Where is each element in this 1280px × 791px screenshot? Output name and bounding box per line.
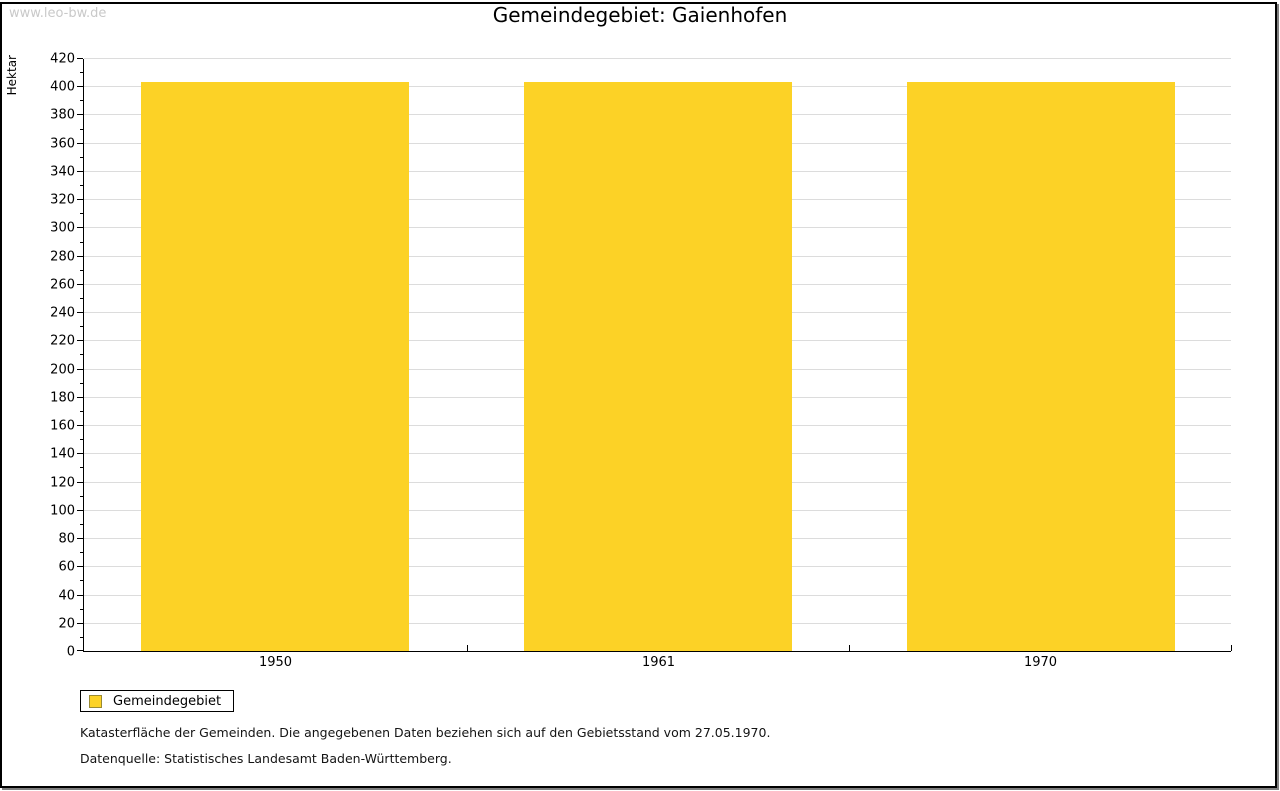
y-axis-major-tick	[77, 199, 83, 200]
y-axis-minor-tick	[80, 467, 83, 468]
y-axis-minor-tick	[80, 383, 83, 384]
x-axis-tick	[849, 645, 850, 651]
x-axis-tick-label: 1961	[641, 655, 676, 670]
y-axis-tick-label: 40	[58, 588, 75, 604]
watermark: www.leo-bw.de	[9, 6, 107, 21]
y-axis-tick-label: 320	[50, 192, 75, 208]
y-axis-minor-tick	[80, 411, 83, 412]
y-axis-tick-label: 160	[50, 418, 75, 434]
y-axis-major-tick	[77, 650, 83, 651]
y-axis-tick-label: 420	[50, 51, 75, 67]
y-axis-major-tick	[77, 171, 83, 172]
y-axis-major-tick	[77, 284, 83, 285]
y-axis-major-tick	[77, 482, 83, 483]
y-axis-major-tick	[77, 58, 83, 59]
y-axis-tick-label: 340	[50, 164, 75, 180]
y-axis-minor-tick	[80, 185, 83, 186]
y-axis-title: Hektar	[5, 55, 19, 96]
y-axis-tick-label: 120	[50, 475, 75, 491]
y-axis-tick-label: 100	[50, 503, 75, 519]
y-axis-tick-label: 300	[50, 220, 75, 236]
y-axis-minor-tick	[80, 242, 83, 243]
y-axis-minor-tick	[80, 524, 83, 525]
y-axis-minor-tick	[80, 157, 83, 158]
y-axis-minor-tick	[80, 100, 83, 101]
x-axis-tick-label: 1970	[1023, 655, 1058, 670]
y-axis-tick-label: 380	[50, 107, 75, 123]
legend-swatch-icon	[89, 694, 102, 708]
footnote-line-1: Katasterfläche der Gemeinden. Die angege…	[80, 725, 771, 740]
y-axis-tick-label: 180	[50, 390, 75, 406]
y-axis-major-tick	[77, 369, 83, 370]
y-axis-major-tick	[77, 340, 83, 341]
x-axis-tick-label: 1950	[258, 655, 293, 670]
x-axis-tick	[1231, 645, 1232, 651]
y-axis-tick-label: 240	[50, 305, 75, 321]
y-axis-major-tick	[77, 623, 83, 624]
y-axis-minor-tick	[80, 580, 83, 581]
footnote-line-2: Datenquelle: Statistisches Landesamt Bad…	[80, 751, 452, 766]
bar-1950	[141, 82, 409, 651]
y-axis-major-tick	[77, 227, 83, 228]
y-axis-minor-tick	[80, 326, 83, 327]
y-axis-tick-label: 400	[50, 79, 75, 95]
y-axis-tick-label: 140	[50, 446, 75, 462]
y-axis-tick-label: 280	[50, 249, 75, 265]
bar-1961	[524, 82, 792, 651]
chart-title: Gemeindegebiet: Gaienhofen	[492, 3, 788, 27]
x-axis-tick	[467, 645, 468, 651]
bar-1970	[907, 82, 1175, 651]
y-axis-minor-tick	[80, 72, 83, 73]
y-axis-tick-label: 20	[58, 616, 75, 632]
legend-label: Gemeindegebiet	[113, 693, 222, 709]
y-axis-tick-label: 260	[50, 277, 75, 293]
y-axis-minor-tick	[80, 439, 83, 440]
y-axis-tick-label: 0	[66, 644, 75, 660]
y-axis-major-tick	[77, 86, 83, 87]
y-axis-major-tick	[77, 595, 83, 596]
y-axis-minor-tick	[80, 270, 83, 271]
y-axis-tick-label: 220	[50, 333, 75, 349]
y-axis-major-tick	[77, 256, 83, 257]
y-axis-minor-tick	[80, 637, 83, 638]
y-axis-major-tick	[77, 312, 83, 313]
y-axis-major-tick	[77, 143, 83, 144]
y-axis-tick-label: 360	[50, 136, 75, 152]
y-axis-major-tick	[77, 453, 83, 454]
y-axis-major-tick	[77, 510, 83, 511]
y-axis-major-tick	[77, 114, 83, 115]
y-axis-minor-tick	[80, 354, 83, 355]
y-axis-minor-tick	[80, 609, 83, 610]
plot-area: 0 20 40 60 80 100 120 140 160 180 200 220 240 260 280 3…	[50, 52, 1232, 670]
y-axis-major-tick	[77, 425, 83, 426]
y-axis-minor-tick	[80, 213, 83, 214]
y-axis-minor-tick	[80, 298, 83, 299]
y-axis-minor-tick	[80, 129, 83, 130]
y-axis-major-tick	[77, 566, 83, 567]
y-axis-major-tick	[77, 538, 83, 539]
y-axis-major-tick	[77, 397, 83, 398]
legend: Gemeindegebiet	[80, 690, 235, 712]
gridline	[84, 58, 1231, 59]
y-axis-tick-label: 80	[58, 531, 75, 547]
y-axis-tick-label: 60	[58, 559, 75, 575]
y-axis-tick-label: 200	[50, 362, 75, 378]
y-axis-minor-tick	[80, 496, 83, 497]
y-axis-minor-tick	[80, 552, 83, 553]
